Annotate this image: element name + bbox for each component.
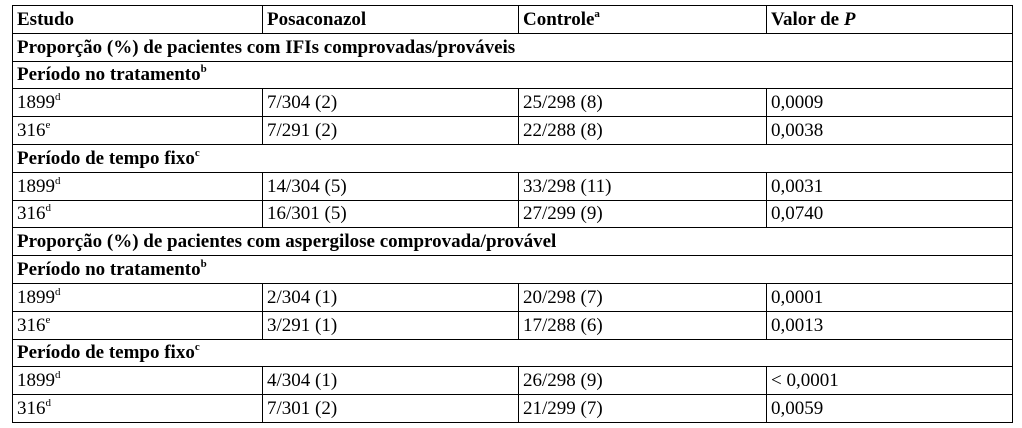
study-cell: 316d: [12, 199, 263, 229]
data-row: 316d 7/301 (2) 21/299 (7) 0,0059: [12, 394, 1013, 423]
data-cell: 25/298 (8): [518, 88, 767, 118]
group-title: Período no tratamentob: [12, 60, 1013, 90]
cell-text: 1899: [17, 92, 55, 114]
data-row: 316d 16/301 (5) 27/299 (9) 0,0740: [12, 199, 1013, 229]
data-cell: 7/301 (2): [262, 394, 519, 423]
data-row: 1899d 4/304 (1) 26/298 (9) < 0,0001: [12, 366, 1013, 396]
footnote-mark: a: [594, 7, 600, 20]
data-cell: 22/288 (8): [518, 116, 767, 145]
footnote-mark: c: [194, 146, 200, 159]
header-italic: P: [843, 8, 856, 30]
cell-text: Valor de: [771, 8, 840, 30]
data-cell: 3/291 (1): [262, 310, 519, 340]
footnote-mark: d: [45, 397, 52, 410]
cell-text: Posaconazol: [267, 8, 367, 30]
data-cell: 26/298 (9): [518, 366, 767, 396]
footnote-mark: e: [45, 119, 51, 132]
data-cell: 27/299 (9): [518, 199, 767, 229]
footnote-mark: d: [55, 369, 61, 382]
cell-text: Período no tratamento: [17, 64, 201, 86]
group-row: Período no tratamentob: [12, 60, 1013, 90]
data-row: 1899d 2/304 (1) 20/298 (7) 0,0001: [12, 282, 1013, 312]
data-row: 1899d 7/304 (2) 25/298 (8) 0,0009: [12, 88, 1013, 118]
data-cell: 0,0059: [766, 394, 1013, 423]
cell-text: Controle: [523, 8, 595, 30]
footnote-mark: b: [200, 63, 207, 76]
cell-text: Período no tratamento: [17, 259, 201, 281]
cell-text: 1899: [17, 286, 55, 308]
data-cell: 0,0013: [766, 310, 1013, 340]
cell-text: Período de tempo fixo: [17, 342, 195, 364]
group-title: Período de tempo fixoc: [12, 143, 1013, 173]
data-row: 316e 7/291 (2) 22/288 (8) 0,0038: [12, 116, 1013, 145]
cell-text: 1899: [17, 175, 55, 197]
data-cell: 0,0009: [766, 88, 1013, 118]
study-cell: 1899d: [12, 171, 263, 201]
section-row: Proporção (%) de pacientes com IFIs comp…: [12, 32, 1013, 62]
cell-text: 316: [17, 398, 46, 420]
section-row: Proporção (%) de pacientes com aspergilo…: [12, 227, 1013, 257]
cell-text: 316: [17, 203, 46, 225]
data-cell: 16/301 (5): [262, 199, 519, 229]
study-cell: 316d: [12, 394, 263, 423]
data-cell: 0,0031: [766, 171, 1013, 201]
cell-text: 316: [17, 314, 46, 336]
study-cell: 316e: [12, 310, 263, 340]
data-cell: 0,0001: [766, 282, 1013, 312]
study-cell: 1899d: [12, 88, 263, 118]
data-cell: 14/304 (5): [262, 171, 519, 201]
footnote-mark: b: [200, 258, 207, 271]
footnote-mark: d: [55, 91, 61, 104]
group-row: Período de tempo fixoc: [12, 338, 1013, 368]
data-cell: < 0,0001: [766, 366, 1013, 396]
header-cell: Valor de P: [766, 5, 1013, 34]
footnote-mark: e: [45, 313, 51, 326]
study-cell: 1899d: [12, 282, 263, 312]
footnote-mark: d: [55, 174, 61, 187]
footnote-mark: d: [45, 202, 52, 215]
study-cell: 1899d: [12, 366, 263, 396]
footnote-mark: c: [194, 341, 200, 354]
data-cell: 7/304 (2): [262, 88, 519, 118]
group-title: Período no tratamentob: [12, 255, 1013, 284]
data-cell: 4/304 (1): [262, 366, 519, 396]
data-cell: 0,0038: [766, 116, 1013, 145]
cell-text: 316: [17, 120, 46, 142]
table-body: Estudo Posaconazol Controlea Valor de P Prop…: [12, 5, 1013, 423]
data-cell: 17/288 (6): [518, 310, 767, 340]
data-cell: 0,0740: [766, 199, 1013, 229]
cell-text: 1899: [17, 370, 55, 392]
header-cell: Estudo: [12, 5, 263, 34]
data-row: 316e 3/291 (1) 17/288 (6) 0,0013: [12, 310, 1013, 340]
group-row: Período de tempo fixoc: [12, 143, 1013, 173]
section-title: Proporção (%) de pacientes com aspergilo…: [12, 227, 1013, 257]
cell-text: Período de tempo fixo: [17, 147, 195, 169]
group-title: Período de tempo fixoc: [12, 338, 1013, 368]
header-cell: Controlea: [518, 5, 767, 34]
section-title: Proporção (%) de pacientes com IFIs comp…: [12, 32, 1013, 62]
footnote-mark: d: [55, 285, 61, 298]
cell-text: Estudo: [17, 8, 75, 30]
header-cell: Posaconazol: [262, 5, 519, 34]
data-cell: 2/304 (1): [262, 282, 519, 312]
group-row: Período no tratamentob: [12, 255, 1013, 284]
study-cell: 316e: [12, 116, 263, 145]
data-cell: 21/299 (7): [518, 394, 767, 423]
data-cell: 7/291 (2): [262, 116, 519, 145]
data-cell: 33/298 (11): [518, 171, 767, 201]
header-row: Estudo Posaconazol Controlea Valor de P: [12, 5, 1013, 34]
data-row: 1899d 14/304 (5) 33/298 (11) 0,0031: [12, 171, 1013, 201]
results-table: Estudo Posaconazol Controlea Valor de P Prop…: [12, 5, 1013, 423]
data-cell: 20/298 (7): [518, 282, 767, 312]
